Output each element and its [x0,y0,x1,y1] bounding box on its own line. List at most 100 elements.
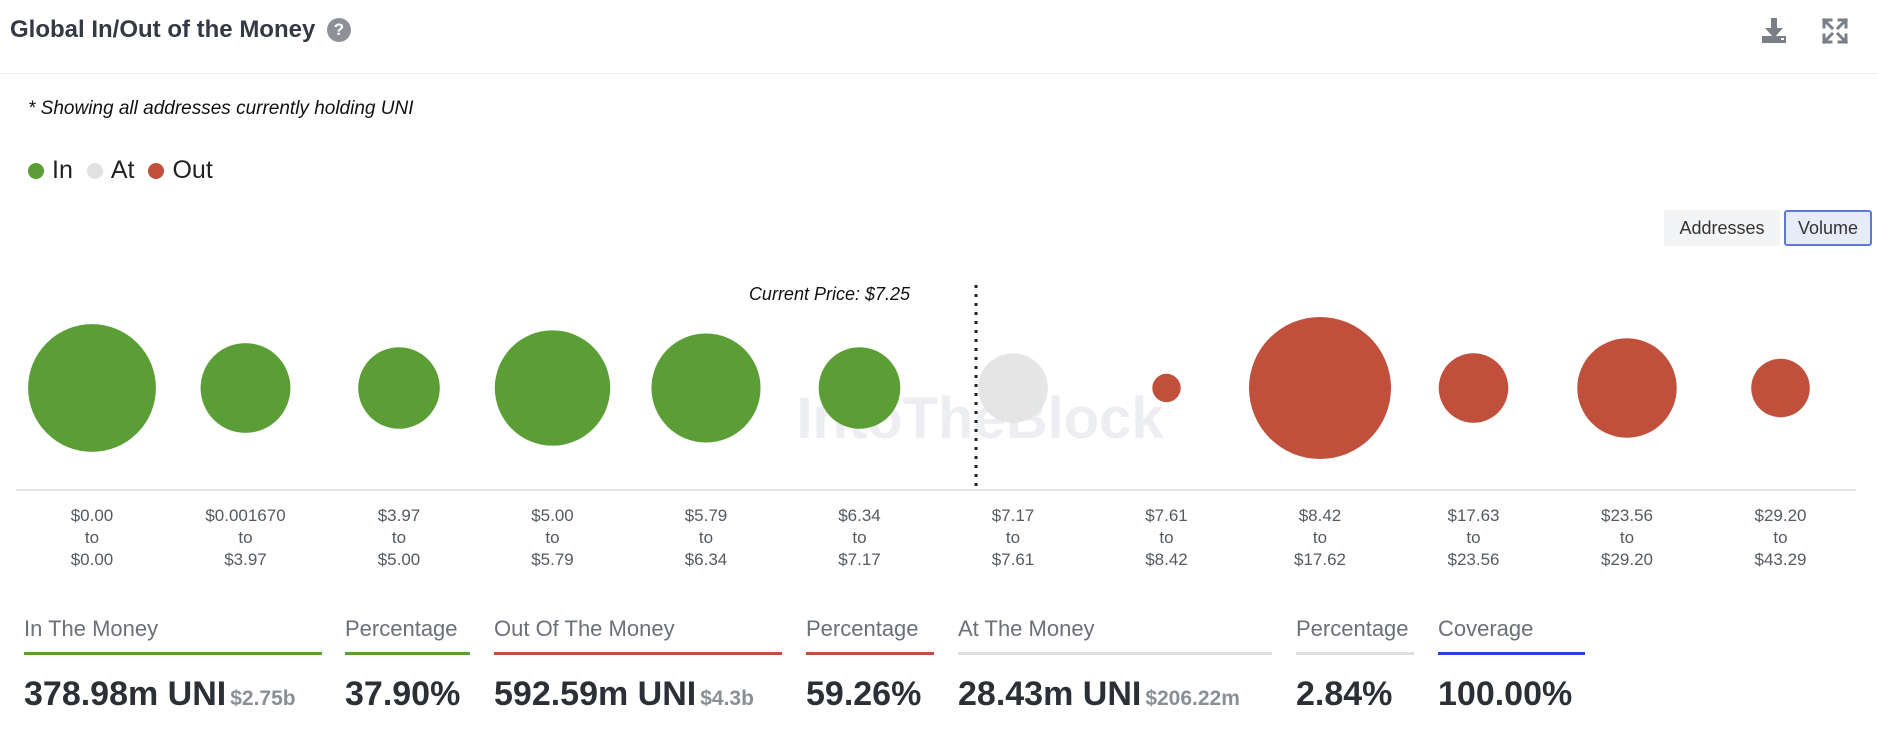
bubble-in [651,333,761,443]
bin-connector-label: to [699,528,713,547]
stat-value-text: 100.00% [1438,675,1573,713]
stat-at-the-money: At The Money 28.43m UNI $206.22m [958,616,1272,714]
stat-value: 592.59m UNI $4.3b [494,675,782,714]
bin-connector-label: to [1620,528,1634,547]
stat-value: 378.98m UNI $2.75b [24,675,322,714]
stat-label: Percentage [345,616,458,641]
bin-from-label: $8.42 [1299,506,1342,525]
holding-note: * Showing all addresses currently holdin… [28,98,414,119]
stat-percentage: Percentage 37.90% [345,616,470,714]
legend-item-in[interactable]: In [28,156,73,185]
stat-value-text: 28.43m UNI [958,675,1142,713]
bubble-out [1249,317,1391,459]
stat-in-the-money: In The Money 378.98m UNI $2.75b [24,616,322,714]
stat-value-text: 37.90% [345,675,461,713]
legend-dot-in-icon [28,162,44,179]
stat-underline [24,652,322,655]
stat-coverage: Coverage 100.00% [1438,616,1585,714]
bin-connector-label: to [1466,528,1480,547]
stat-underline [1296,652,1414,655]
bubble-out [1438,353,1509,423]
legend-label-out: Out [172,156,213,184]
bin-from-label: $6.34 [838,506,881,525]
bubble-in [28,324,156,452]
bin-from-label: $7.17 [992,506,1035,525]
stat-percentage: Percentage 2.84% [1296,616,1414,714]
download-icon[interactable] [1757,14,1791,48]
stat-percentage: Percentage 59.26% [806,616,934,714]
expand-icon[interactable] [1818,14,1852,48]
bin-to-label: $5.79 [531,550,574,569]
stat-underline [345,652,470,655]
bubble-in [358,347,440,429]
legend-dot-at-icon [86,162,103,179]
widget-title: Global In/Out of the Money [10,16,316,43]
stat-usd-value: $2.75b [230,687,296,710]
bubble-out [1751,358,1810,418]
bin-connector-label: to [545,528,559,547]
bin-from-label: $0.001670 [205,506,285,525]
bubble-at [978,353,1048,423]
bin-connector-label: to [1006,528,1020,547]
stat-usd-value: $206.22m [1145,687,1240,710]
stat-label: In The Money [24,616,159,641]
bin-to-label: $8.42 [1145,550,1188,569]
bin-from-label: $7.61 [1145,506,1188,525]
question-circle-icon[interactable]: ? [327,18,351,42]
legend-item-out[interactable]: Out [148,156,213,185]
widget-header: Global In/Out of the Money ? [0,0,1878,74]
legend-label-at: At [110,156,135,184]
bin-to-label: $7.17 [838,550,881,569]
bin-to-label: $23.56 [1448,550,1500,569]
volume-toggle-button[interactable]: Volume [1784,210,1872,246]
legend-item-at[interactable]: At [86,156,135,185]
stat-underline [806,652,934,655]
bin-connector-label: to [1159,528,1173,547]
stat-value: 28.43m UNI $206.22m [958,675,1272,714]
stat-value-text: 59.26% [806,675,922,713]
bubble-out [1577,338,1677,438]
bin-from-label: $5.00 [531,506,574,525]
stat-label: Out Of The Money [494,616,675,641]
bin-to-label: $17.62 [1294,550,1346,569]
bin-from-label: $3.97 [378,506,421,525]
bin-connector-label: to [1313,528,1327,547]
bin-from-label: $0.00 [71,506,114,525]
bubble-in [200,343,291,433]
stat-underline [958,652,1272,655]
stat-value-text: 378.98m UNI [24,675,227,713]
stat-out-of-the-money: Out Of The Money 592.59m UNI $4.3b [494,616,782,714]
legend-dot-out-icon [148,162,165,179]
bin-to-label: $7.61 [992,550,1035,569]
stat-value-text: 592.59m UNI [494,675,697,713]
bin-from-label: $17.63 [1448,506,1500,525]
stat-usd-value: $4.3b [700,687,754,710]
stat-underline [494,652,782,655]
stat-value-text: 2.84% [1296,675,1393,713]
bin-to-label: $5.00 [378,550,421,569]
bubble-in [494,330,611,446]
stat-label: Percentage [806,616,919,641]
bin-connector-label: to [1773,528,1787,547]
bin-from-label: $5.79 [685,506,728,525]
bin-to-label: $3.97 [224,550,267,569]
bin-from-label: $29.20 [1755,506,1807,525]
stat-label: At The Money [958,616,1095,641]
current-price-label: Current Price: $7.25 [749,284,911,304]
bin-from-label: $23.56 [1601,506,1653,525]
bin-connector-label: to [85,528,99,547]
stat-underline [1438,652,1585,655]
stat-value: 59.26% [806,675,934,714]
legend-label-in: In [52,156,73,184]
bin-to-label: $0.00 [71,550,114,569]
stat-value: 37.90% [345,675,470,714]
stat-label: Coverage [1438,616,1534,641]
bin-connector-label: to [238,528,252,547]
bin-connector-label: to [392,528,406,547]
bin-to-label: $6.34 [685,550,728,569]
bin-connector-label: to [852,528,866,547]
stat-value: 100.00% [1438,675,1585,714]
chart-legend: In At Out [28,156,227,185]
addresses-toggle-button[interactable]: Addresses [1664,210,1780,246]
